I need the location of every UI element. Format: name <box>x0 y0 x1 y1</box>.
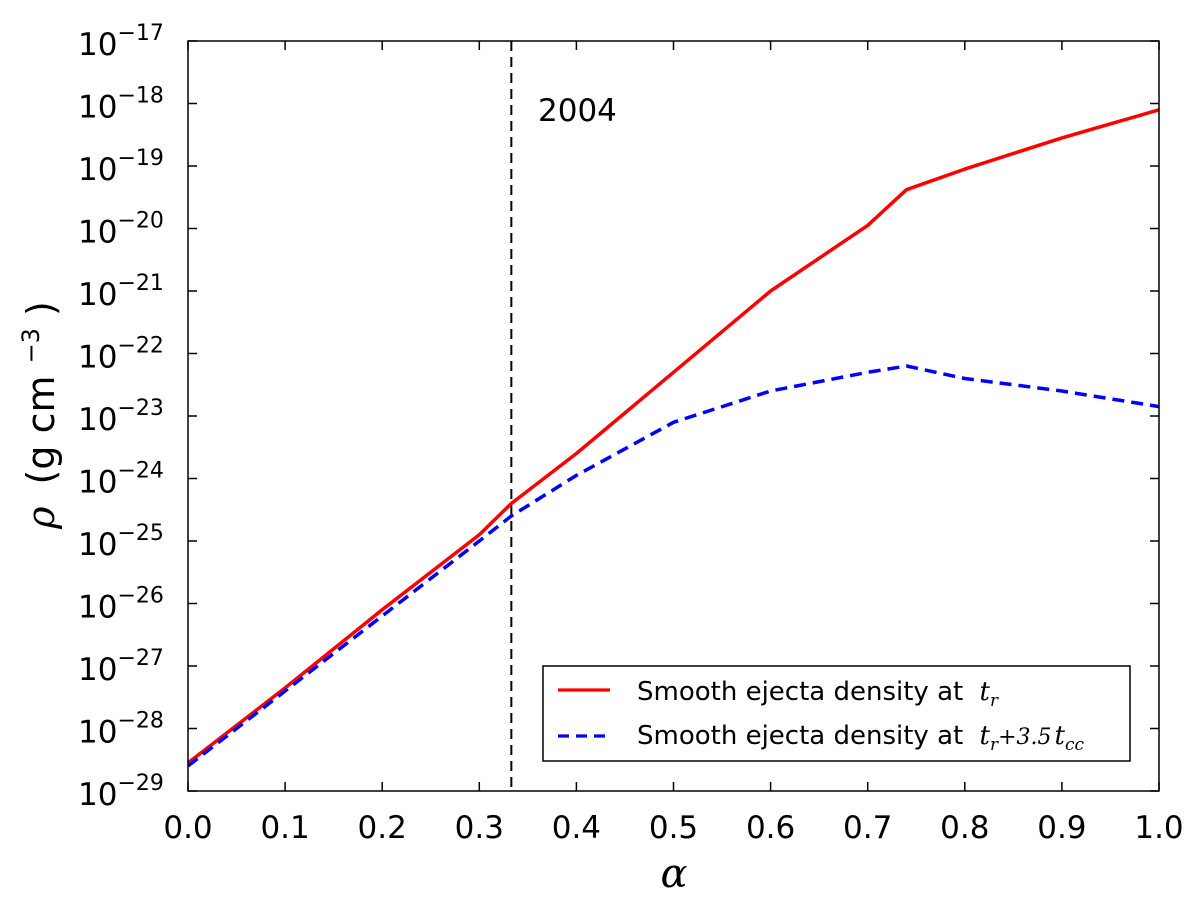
y-tick-label: 10−26 <box>78 584 164 626</box>
x-axis-title: α <box>660 851 687 897</box>
y-tick-label: 10−19 <box>78 146 164 188</box>
y-tick-label: 10−20 <box>78 209 164 251</box>
x-tick-label: 1.0 <box>1134 810 1183 846</box>
x-tick-label: 0.1 <box>260 810 309 846</box>
y-axis-title-exp: −3 <box>17 328 45 363</box>
y-tick-label: 10−25 <box>78 521 164 563</box>
y-tick-label: 10−17 <box>78 21 164 63</box>
x-tick-label: 0.0 <box>163 810 212 846</box>
y-tick-label: 10−24 <box>78 459 164 501</box>
x-tick-label: 0.4 <box>552 810 601 846</box>
x-tick-label: 0.9 <box>1037 810 1086 846</box>
legend: Smooth ejecta density at tr Smooth eject… <box>542 665 1131 762</box>
y-tick-label: 10−21 <box>78 271 164 313</box>
y-axis-title-close: ) <box>19 301 63 316</box>
y-tick-label: 10−29 <box>78 771 164 813</box>
x-tick-label: 0.7 <box>843 810 892 846</box>
x-tick-label: 0.3 <box>455 810 504 846</box>
y-axis-title: ρ (g cm −3 ) <box>4 301 63 530</box>
legend-label-blue: Smooth ejecta density at tr+3.5 tcc <box>637 721 1084 755</box>
y-tick-label: 10−18 <box>78 84 164 126</box>
annotation-year: 2004 <box>538 93 617 129</box>
x-tick-label: 0.8 <box>940 810 989 846</box>
x-tick-label: 0.6 <box>746 810 795 846</box>
legend-box <box>542 665 1131 762</box>
y-axis-title-symbol: ρ <box>19 506 63 530</box>
y-axis-title-units: (g cm <box>19 376 63 485</box>
y-tick-label: 10−27 <box>78 646 164 688</box>
x-tick-label: 0.5 <box>649 810 698 846</box>
series-line-red <box>186 108 1160 765</box>
plot-area <box>186 41 1160 791</box>
y-tick-label: 10−23 <box>78 396 164 438</box>
y-tick-label: 10−22 <box>78 334 164 376</box>
legend-label-red: Smooth ejecta density at tr <box>637 677 999 711</box>
y-tick-labels: 10−29 10−28 10−27 10−26 10−25 10−24 10−23 10−22… <box>78 21 164 813</box>
plot-frame <box>187 40 1160 792</box>
y-tick-label: 10−28 <box>78 709 164 751</box>
x-tick-labels: 0.0 0.1 0.2 0.3 0.4 0.5 0.6 0.7 0.8 0.9 1.0 <box>163 810 1183 846</box>
x-tick-label: 0.2 <box>358 810 407 846</box>
series-line-blue <box>186 364 1160 768</box>
